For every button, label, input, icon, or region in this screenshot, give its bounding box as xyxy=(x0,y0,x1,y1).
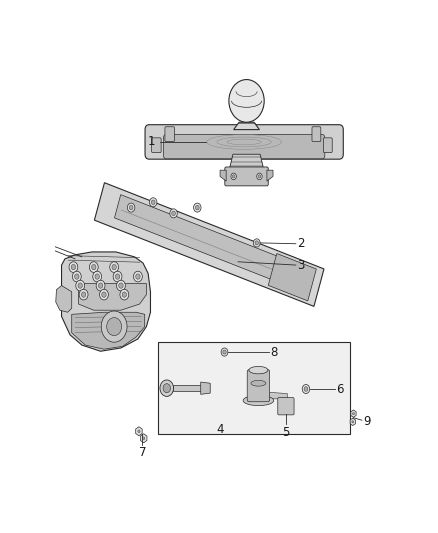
Circle shape xyxy=(102,292,106,297)
Ellipse shape xyxy=(249,366,268,374)
Circle shape xyxy=(110,262,119,272)
Polygon shape xyxy=(220,170,226,181)
Circle shape xyxy=(352,421,354,423)
FancyBboxPatch shape xyxy=(152,138,161,152)
Circle shape xyxy=(172,211,176,216)
Polygon shape xyxy=(351,410,356,417)
FancyBboxPatch shape xyxy=(323,138,332,152)
Circle shape xyxy=(122,292,127,297)
Ellipse shape xyxy=(251,381,266,386)
Circle shape xyxy=(95,274,99,279)
Polygon shape xyxy=(173,385,202,391)
Circle shape xyxy=(107,318,122,336)
Polygon shape xyxy=(141,434,147,443)
Text: 7: 7 xyxy=(138,447,146,459)
Polygon shape xyxy=(233,122,259,130)
Circle shape xyxy=(255,241,258,245)
Circle shape xyxy=(89,262,98,272)
FancyBboxPatch shape xyxy=(278,398,294,415)
Circle shape xyxy=(96,280,105,291)
FancyBboxPatch shape xyxy=(163,134,325,159)
Circle shape xyxy=(78,283,82,288)
Circle shape xyxy=(113,271,122,282)
Circle shape xyxy=(119,283,123,288)
Text: 9: 9 xyxy=(363,415,371,427)
Circle shape xyxy=(353,413,354,415)
Circle shape xyxy=(195,205,199,210)
FancyBboxPatch shape xyxy=(247,370,270,402)
Text: 8: 8 xyxy=(270,345,277,359)
Circle shape xyxy=(99,289,108,300)
Polygon shape xyxy=(267,170,273,181)
Polygon shape xyxy=(78,284,146,310)
Polygon shape xyxy=(136,427,142,436)
Circle shape xyxy=(76,280,85,291)
FancyBboxPatch shape xyxy=(312,127,321,142)
Circle shape xyxy=(71,264,76,270)
Circle shape xyxy=(101,311,127,342)
Circle shape xyxy=(129,205,133,210)
Circle shape xyxy=(253,239,260,247)
Text: 4: 4 xyxy=(217,423,224,435)
Circle shape xyxy=(112,264,117,270)
FancyBboxPatch shape xyxy=(158,342,350,434)
Circle shape xyxy=(142,437,145,440)
Circle shape xyxy=(160,380,173,397)
Circle shape xyxy=(232,175,235,178)
FancyBboxPatch shape xyxy=(225,167,268,186)
Circle shape xyxy=(163,384,170,393)
FancyBboxPatch shape xyxy=(165,127,174,142)
Circle shape xyxy=(72,271,81,282)
Circle shape xyxy=(74,274,79,279)
Circle shape xyxy=(134,271,142,282)
Text: 2: 2 xyxy=(297,237,304,250)
Circle shape xyxy=(170,209,177,218)
Circle shape xyxy=(151,200,155,205)
Text: 5: 5 xyxy=(282,426,290,439)
Circle shape xyxy=(93,271,102,282)
Circle shape xyxy=(115,274,120,279)
Circle shape xyxy=(99,283,103,288)
Polygon shape xyxy=(350,418,355,425)
Circle shape xyxy=(257,173,262,180)
Polygon shape xyxy=(56,286,72,312)
Circle shape xyxy=(231,173,237,180)
Circle shape xyxy=(92,264,96,270)
Circle shape xyxy=(79,289,88,300)
Circle shape xyxy=(127,203,135,212)
Circle shape xyxy=(194,203,201,212)
Polygon shape xyxy=(230,154,264,168)
Ellipse shape xyxy=(243,395,274,406)
Circle shape xyxy=(302,384,310,393)
Circle shape xyxy=(258,175,261,178)
Polygon shape xyxy=(268,254,316,301)
Polygon shape xyxy=(114,195,307,291)
Circle shape xyxy=(138,430,140,433)
Polygon shape xyxy=(72,312,145,349)
Circle shape xyxy=(221,348,228,356)
Circle shape xyxy=(81,292,86,297)
Circle shape xyxy=(117,280,125,291)
Circle shape xyxy=(136,274,140,279)
Circle shape xyxy=(229,79,264,122)
Polygon shape xyxy=(95,183,324,306)
Text: 3: 3 xyxy=(297,260,304,272)
FancyBboxPatch shape xyxy=(145,125,343,159)
Polygon shape xyxy=(201,382,210,394)
Circle shape xyxy=(304,387,308,391)
Circle shape xyxy=(149,198,157,207)
Text: 6: 6 xyxy=(336,383,343,395)
Circle shape xyxy=(120,289,129,300)
Circle shape xyxy=(223,350,226,354)
Text: 1: 1 xyxy=(148,135,155,148)
Circle shape xyxy=(69,262,78,272)
Polygon shape xyxy=(61,252,151,351)
Polygon shape xyxy=(268,392,287,399)
